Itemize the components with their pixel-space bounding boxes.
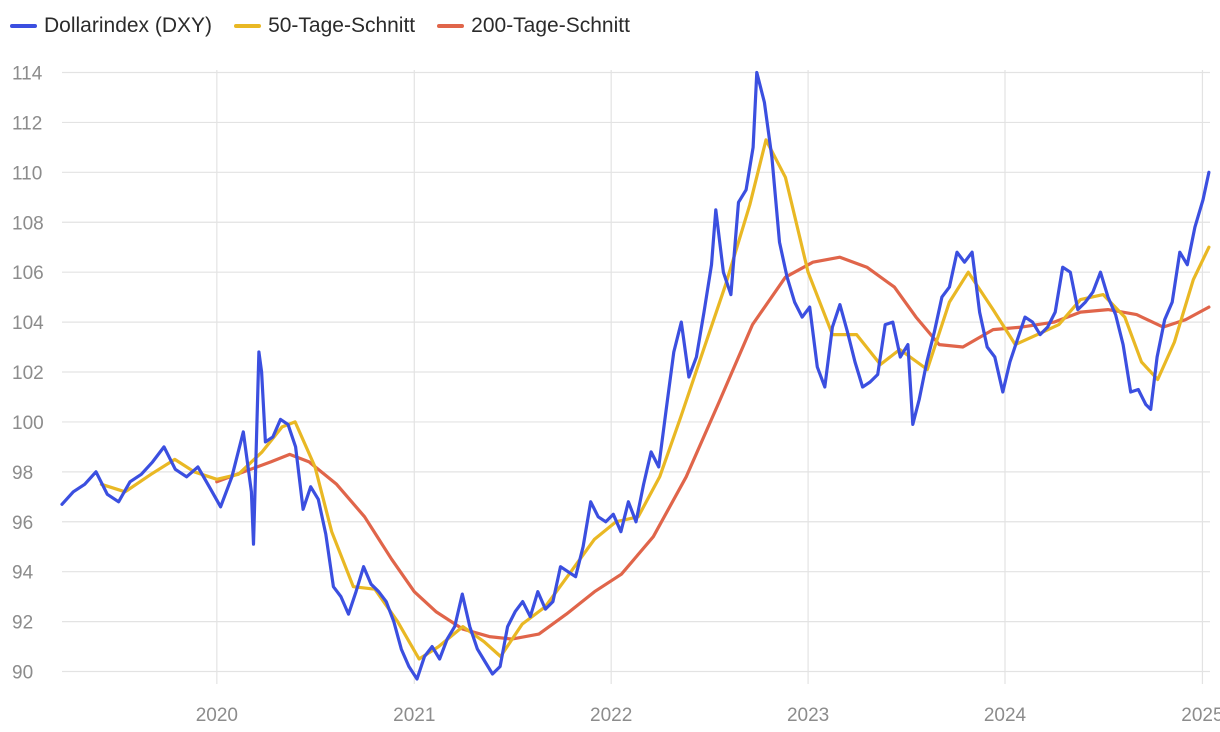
- legend-swatch-ma200: [437, 24, 465, 28]
- y-tick-label: 92: [12, 613, 33, 634]
- legend-label-ma50: 50-Tage-Schnitt: [268, 14, 416, 37]
- y-tick-label: 98: [12, 463, 33, 484]
- series-lines: [60, 70, 1211, 681]
- legend-item-ma50[interactable]: 50-Tage-Schnitt: [234, 14, 415, 38]
- y-tick-label: 94: [12, 563, 34, 584]
- y-tick-label: 112: [12, 113, 42, 134]
- grid: [62, 70, 1210, 684]
- y-tick-label: 104: [12, 313, 44, 334]
- legend-swatch-dxy: [10, 24, 37, 28]
- x-tick-label: 2020: [196, 705, 238, 726]
- y-tick-label: 114: [12, 63, 43, 84]
- legend-item-ma200[interactable]: 200-Tage-Schnitt: [437, 14, 630, 38]
- x-tick-label: 2024: [984, 705, 1027, 726]
- x-tick-label: 2021: [393, 705, 435, 726]
- y-tick-label: 108: [12, 213, 44, 234]
- legend-label-ma200: 200-Tage-Schnitt: [471, 14, 630, 37]
- y-tick-label: 102: [12, 363, 44, 384]
- legend-swatch-ma50: [234, 24, 262, 28]
- y-tick-label: 106: [12, 263, 44, 284]
- series-line-ma200: [215, 255, 1211, 641]
- y-tick-label: 110: [12, 163, 42, 184]
- legend-item-dxy[interactable]: Dollarindex (DXY): [10, 14, 212, 38]
- y-tick-label: 96: [12, 513, 33, 534]
- series-line-dxy: [60, 70, 1211, 681]
- x-tick-label: 2023: [787, 705, 829, 726]
- x-tick-label: 2025: [1181, 705, 1220, 726]
- legend: Dollarindex (DXY) 50-Tage-Schnitt 200-Ta…: [10, 14, 630, 38]
- y-tick-label: 100: [12, 413, 44, 434]
- series-line-ma50: [99, 138, 1211, 661]
- legend-label-dxy: Dollarindex (DXY): [44, 14, 213, 37]
- y-tick-label: 90: [12, 663, 33, 684]
- x-tick-label: 2022: [590, 705, 632, 726]
- tick-labels: 90 92 94 96 98 100 102 104 106 108 110 112 114 2020 20…: [12, 63, 1220, 726]
